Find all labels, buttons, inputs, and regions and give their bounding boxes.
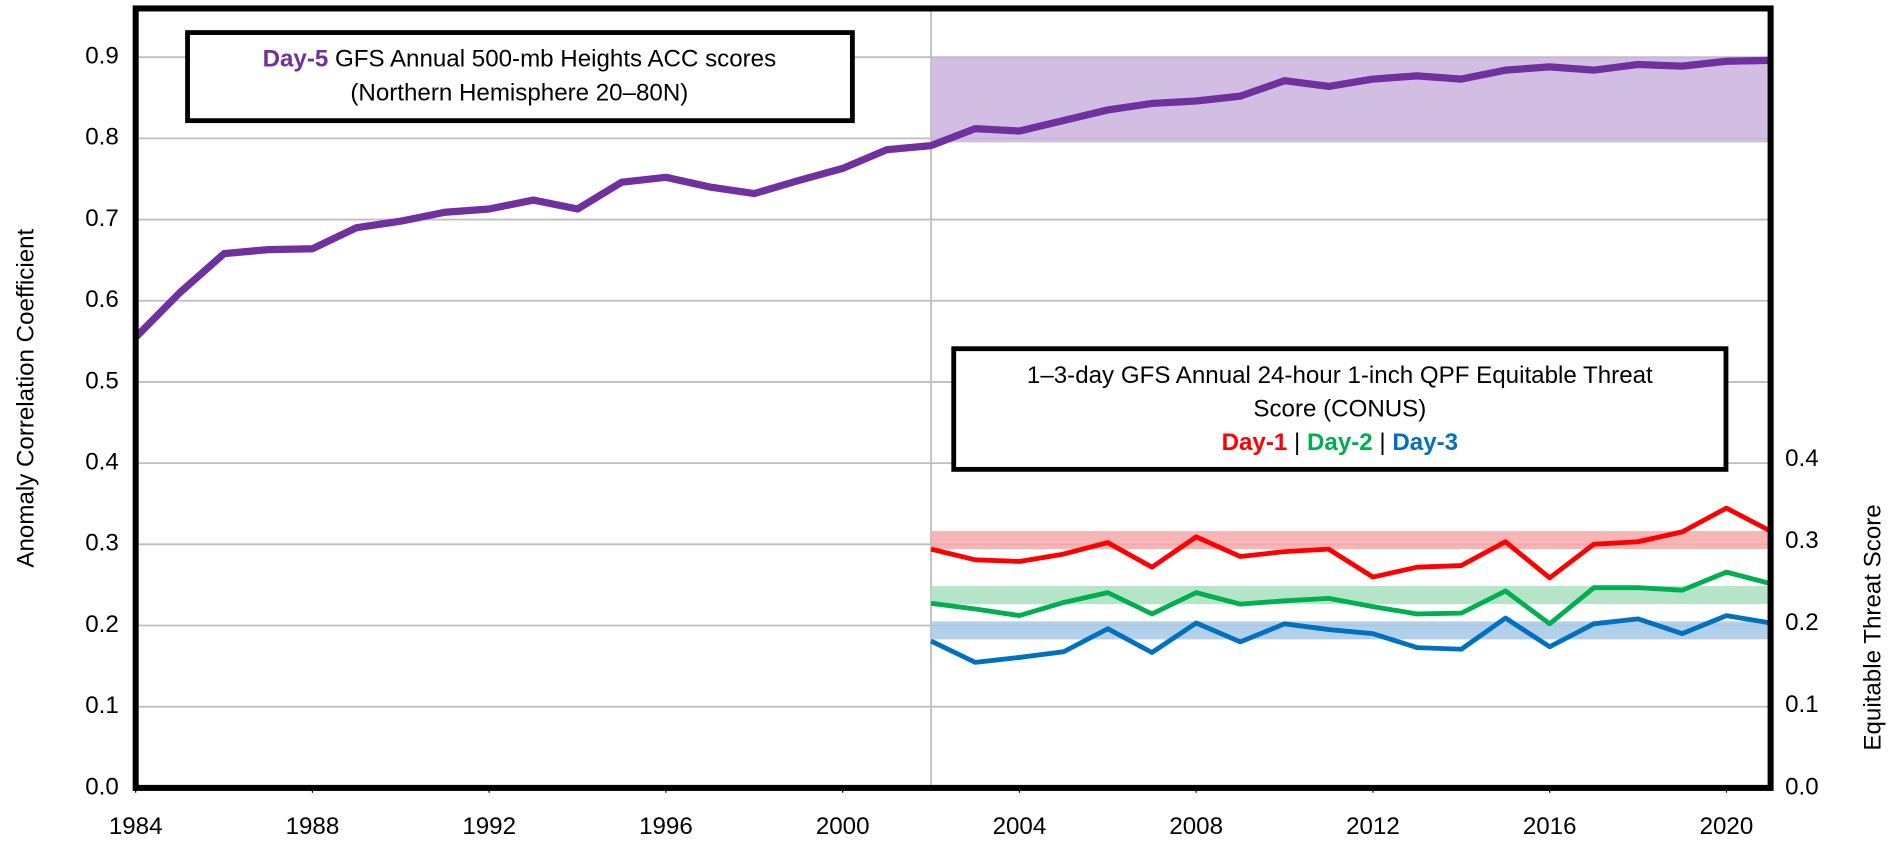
- x-tick-label: 2012: [1346, 813, 1400, 840]
- y-tick-label: 0.3: [85, 530, 119, 557]
- y-tick-label: 0.4: [85, 449, 119, 476]
- x-tick-label: 2008: [1169, 813, 1223, 840]
- annotations: Day-5 GFS Annual 500-mb Heights ACC scor…: [185, 30, 1729, 472]
- annotation-text: Day-5 GFS Annual 500-mb Heights ACC scor…: [263, 46, 777, 73]
- y-tick-label: 0.7: [85, 205, 119, 232]
- y-tick-label: 0.8: [85, 124, 119, 151]
- band: [931, 57, 1771, 143]
- x-tick-label: 1996: [639, 813, 693, 840]
- line-series: [930, 505, 1772, 581]
- annotation-box: [185, 30, 855, 124]
- band: [931, 531, 1771, 550]
- legend-entry: Day-3: [1392, 429, 1458, 456]
- line-series: [930, 569, 1772, 627]
- y2-axis-label: Equitable Threat Score: [1860, 504, 1887, 750]
- y-axis-label: Anomaly Correlation Coefficient: [12, 228, 39, 567]
- annotation-text: (Northern Hemisphere 20–80N): [350, 79, 688, 106]
- y2-tick-label: 0.0: [1785, 773, 1819, 800]
- band: [931, 586, 1771, 605]
- y2-tick-label: 0.4: [1785, 445, 1819, 472]
- y-tick-label: 0.9: [85, 43, 119, 70]
- x-tick-label: 2020: [1700, 813, 1754, 840]
- legend-separator: |: [1287, 429, 1307, 456]
- legend: Day-1 | Day-2 | Day-3: [1222, 429, 1459, 456]
- line-series: [929, 613, 1772, 665]
- y-tick-label: 0.2: [85, 611, 119, 638]
- plot-content: 0.0 0.1 0.2 0.3 0.4 0.5 0.6 0.7 0.8 0.9 0.0 0.1 0.2 0…: [85, 8, 1819, 840]
- legend-separator: |: [1373, 429, 1393, 456]
- x-tick-label: 1992: [462, 813, 516, 840]
- annotation-text: Score (CONUS): [1253, 396, 1426, 423]
- x-tick-label: 2016: [1523, 813, 1577, 840]
- annotation-text: GFS Annual 500-mb Heights ACC scores: [328, 46, 776, 73]
- x-tick-label: 2000: [816, 813, 870, 840]
- x-tick-label: 1988: [286, 813, 340, 840]
- annotation-box: [951, 346, 1729, 472]
- y-tick-label: 0.6: [85, 286, 119, 313]
- legend-entry: Day-2: [1307, 429, 1373, 456]
- y-tick-label: 0.5: [85, 367, 119, 394]
- y2-tick-label: 0.1: [1785, 691, 1819, 718]
- line-series: [133, 56, 1771, 340]
- x-tick-label: 2004: [993, 813, 1047, 840]
- y-tick-label: 0.0: [85, 773, 119, 800]
- plot-frame: [132, 5, 1774, 791]
- legend-entry: Day-1: [1222, 429, 1288, 456]
- y2-tick-label: 0.2: [1785, 609, 1819, 636]
- legend-entry: Day-5: [263, 46, 329, 73]
- x-tick-label: 1984: [109, 813, 163, 840]
- annotation-text: 1–3-day GFS Annual 24-hour 1-inch QPF Eq…: [1027, 362, 1653, 389]
- y2-tick-label: 0.3: [1785, 527, 1819, 554]
- y-tick-label: 0.1: [85, 692, 119, 719]
